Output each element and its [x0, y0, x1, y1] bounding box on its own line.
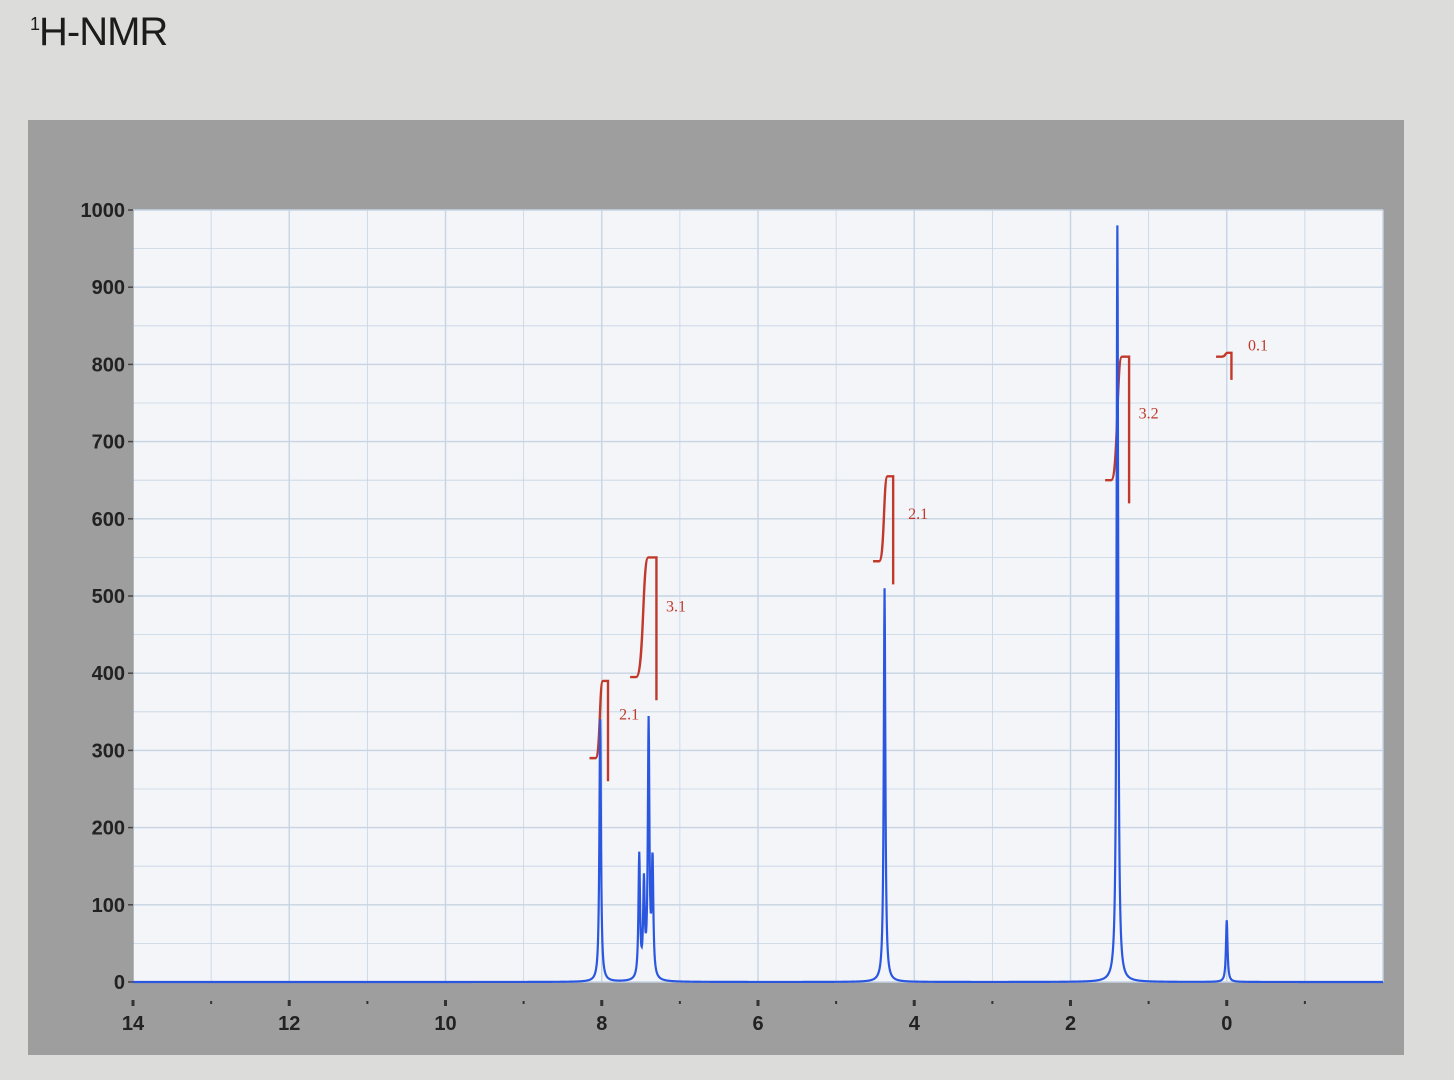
integral-curve	[1216, 351, 1233, 380]
page-title: 1H-NMR	[30, 10, 168, 55]
integral-curve	[873, 475, 895, 585]
y-tick-label: 100	[92, 895, 125, 917]
chart-frame: 0 100 200 300 400 500 600 700 800 900 1000 14 12 10 8…	[28, 120, 1404, 1055]
x-tick-label: 6	[752, 1013, 763, 1035]
y-tick-label: 300	[92, 740, 125, 762]
integral-label: 3.1	[666, 598, 686, 615]
title-text: H-NMR	[39, 10, 168, 54]
y-tick-label: 900	[92, 277, 125, 299]
x-tick-label: 10	[434, 1013, 456, 1035]
x-tick-label: 12	[278, 1013, 300, 1035]
y-tick-label: 0	[114, 972, 125, 994]
grid	[132, 209, 1384, 983]
integral-label: 0.1	[1248, 338, 1268, 355]
x-tick-label: 14	[122, 1013, 145, 1035]
y-tick-label: 500	[92, 586, 125, 608]
x-axis: 14 12 10 8 6 4 2 0	[122, 1000, 1306, 1035]
x-tick-label: 0	[1221, 1013, 1232, 1035]
y-axis: 0 100 200 300 400 500 600 700 800 900 1000	[81, 200, 134, 994]
x-tick-label: 8	[596, 1013, 607, 1035]
spectrum-line	[133, 225, 1383, 984]
y-tick-label: 800	[92, 354, 125, 376]
integral-curve	[630, 556, 658, 701]
x-tick-label: 4	[909, 1013, 921, 1035]
y-tick-label: 700	[92, 432, 125, 454]
y-tick-label: 1000	[81, 200, 126, 222]
superscript-isotope: 1	[30, 14, 40, 34]
integral-label: 2.1	[619, 707, 639, 724]
x-tick-label: 2	[1065, 1013, 1076, 1035]
y-tick-label: 200	[92, 818, 125, 840]
y-tick-label: 600	[92, 509, 125, 531]
integral-label: 2.1	[908, 506, 928, 523]
y-tick-label: 400	[92, 663, 125, 685]
integral-curves: 2.1 3.1 2.1 3.2 0.1	[589, 338, 1268, 782]
integral-label: 3.2	[1139, 405, 1159, 422]
nmr-chart: 0 100 200 300 400 500 600 700 800 900 1000 14 12 10 8…	[81, 200, 1384, 1035]
integral-curve	[589, 679, 610, 782]
